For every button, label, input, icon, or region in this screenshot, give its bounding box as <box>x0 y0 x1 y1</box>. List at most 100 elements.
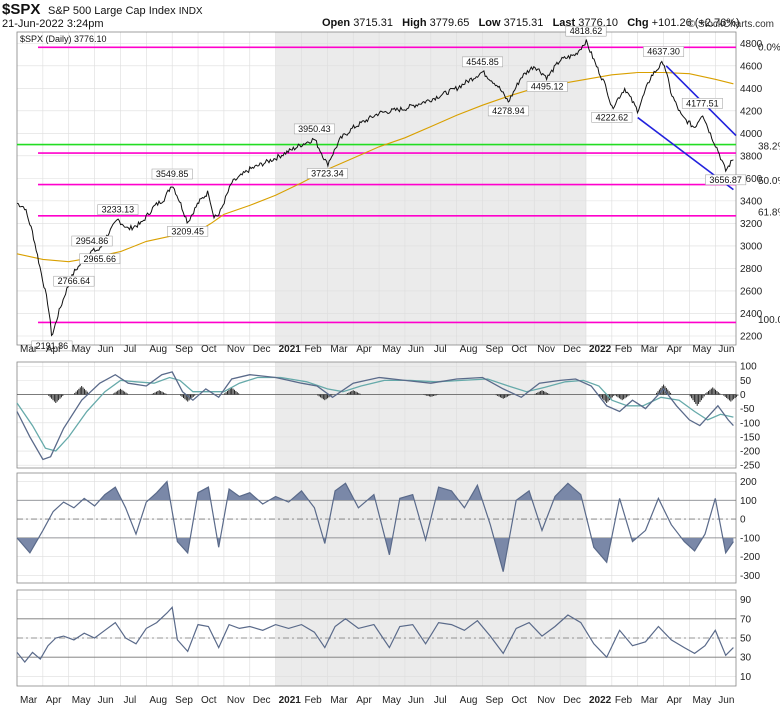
panel-cci: -300 -200 -100 0 100 200 <box>16 472 760 584</box>
price-annotation: 4278.94 <box>492 106 525 116</box>
x-month-label: Nov <box>537 695 555 706</box>
price-annotation-box <box>167 226 209 237</box>
price-annotation: 2954.86 <box>76 236 109 246</box>
x-month-label: Sep <box>486 344 504 355</box>
price-annotation-box <box>53 275 95 287</box>
symbol: $SPX <box>2 1 41 18</box>
x-month-label: Feb <box>615 344 633 355</box>
x-month-label: Jun <box>98 695 114 706</box>
price-annotation: 3209.45 <box>171 226 204 236</box>
y-tick-label: 4000 <box>740 129 763 140</box>
x-month-label: May <box>382 695 401 706</box>
x-month-label: Apr <box>356 695 372 706</box>
y-tick-label: 100 <box>740 362 757 373</box>
x-month-label: Apr <box>667 695 683 706</box>
y-tick-label: 70 <box>740 614 752 625</box>
x-month-label: Aug <box>460 695 478 706</box>
y-tick-label: 50 <box>740 376 752 387</box>
price-annotation-box <box>293 123 335 135</box>
y-tick-label: -100 <box>740 533 760 544</box>
x-month-label: Feb <box>304 344 322 355</box>
moving-average-line <box>16 71 734 263</box>
x-month-label: Mar <box>330 344 348 355</box>
x-month-label: May <box>72 695 91 706</box>
x-month-label: Jun <box>408 344 424 355</box>
y-tick-label: -250 <box>740 461 760 472</box>
macd-signal-line <box>16 376 734 452</box>
fib-percent-label: 38.2% <box>758 141 780 152</box>
panel-frame <box>16 361 737 469</box>
quote-datetime: 21-Jun-2022 3:24pm <box>2 18 104 30</box>
security-name: S&P 500 Large Cap Index INDX <box>48 5 203 17</box>
x-month-label: Mar <box>330 695 348 706</box>
x-month-label: Oct <box>201 695 217 706</box>
y-tick-label: 4400 <box>740 84 763 95</box>
x-month-label: Nov <box>227 695 245 706</box>
x-month-label: Dec <box>253 695 271 706</box>
open-value: 3715.31 <box>353 17 393 29</box>
x-month-label: Jun <box>408 695 424 706</box>
y-tick-label: -300 <box>740 571 760 582</box>
x-month-label: Mar <box>20 695 38 706</box>
panel-rsi: 10 30 50 70 90 <box>16 589 752 687</box>
x-month-label: Nov <box>227 344 245 355</box>
price-annotation-box <box>681 98 723 109</box>
price-annotation: 3233.13 <box>102 205 135 215</box>
x-month-label: 2022 <box>589 695 612 706</box>
y-tick-label: 2200 <box>740 331 763 342</box>
x-month-label: Oct <box>201 344 217 355</box>
price-annotation: 2965.66 <box>83 254 116 264</box>
x-month-label: Jun <box>718 344 734 355</box>
x-month-label: May <box>692 344 711 355</box>
fib-percent-label: 61.8% <box>758 208 780 219</box>
x-month-label: Apr <box>46 695 62 706</box>
high-value: 3779.65 <box>429 17 470 29</box>
x-month-label: Oct <box>511 695 527 706</box>
price-annotation: 4177.51 <box>686 98 719 108</box>
price-annotation-box <box>151 168 193 180</box>
x-month-label: May <box>382 344 401 355</box>
price-annotation-box <box>31 340 73 352</box>
macd-line <box>16 371 734 461</box>
y-tick-label: 90 <box>740 595 752 606</box>
x-month-label: Apr <box>46 344 62 355</box>
price-annotation: 4637.30 <box>647 47 680 57</box>
x-month-label: Nov <box>537 344 555 355</box>
y-tick-label: 2800 <box>740 264 763 275</box>
x-month-label: Dec <box>563 695 581 706</box>
x-month-label: Dec <box>563 344 581 355</box>
x-month-label: Dec <box>253 344 271 355</box>
price-annotation: 2766.64 <box>58 276 91 286</box>
panel-price: 2200 2400 2600 2800 3000 3200 3400 3600 3800 4000… <box>16 25 780 352</box>
x-month-label: Mar <box>20 344 38 355</box>
y-tick-label: 3000 <box>740 241 763 252</box>
x-month-label: 2022 <box>589 344 612 355</box>
panel-macd: -250 -200 -150 -100 -50 0 50 100 <box>16 361 760 472</box>
fib-percent-label: 100.0% <box>758 315 780 326</box>
cci-line <box>16 480 734 572</box>
x-month-label: 2021 <box>279 695 302 706</box>
x-month-label: Mar <box>641 344 659 355</box>
panel-frame <box>16 31 737 346</box>
y-tick-label: 4800 <box>740 39 763 50</box>
y-tick-label: 200 <box>740 477 757 488</box>
price-annotation-box <box>526 81 568 92</box>
price-annotation-box <box>97 204 139 215</box>
y-tick-label: 100 <box>740 496 757 507</box>
x-month-label: May <box>72 344 91 355</box>
y-tick-label: 2600 <box>740 286 763 297</box>
y-tick-label: 2400 <box>740 309 763 320</box>
y-tick-label: 3400 <box>740 196 763 207</box>
y-tick-label: -100 <box>740 418 760 429</box>
x-month-label: Jul <box>123 344 136 355</box>
stockcharts-logo: © StockCharts.com <box>687 19 774 30</box>
price-annotation-box <box>705 174 747 186</box>
x-month-label: Oct <box>511 344 527 355</box>
x-month-label: Sep <box>486 695 504 706</box>
price-annotation-box <box>462 56 503 68</box>
price-legend: $SPX (Daily) 3776.10 <box>20 34 107 44</box>
x-month-label: Sep <box>175 695 193 706</box>
price-line <box>16 39 734 337</box>
price-annotation: 4545.85 <box>466 57 499 67</box>
y-tick-label: 4200 <box>740 106 763 117</box>
